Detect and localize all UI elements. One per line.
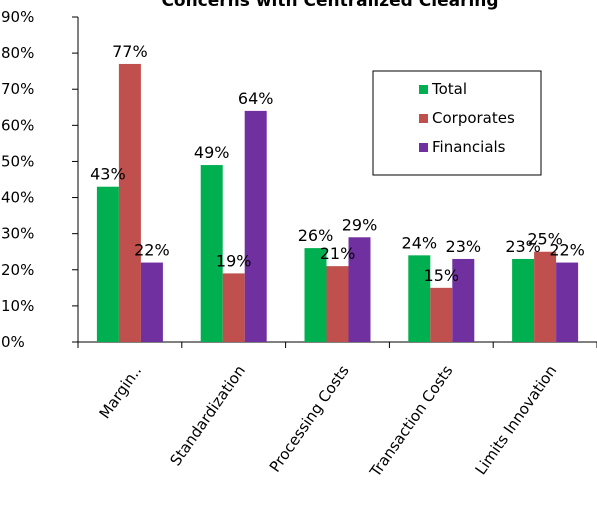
y-tick-label: 10% <box>1 297 34 315</box>
y-tick-label: 60% <box>1 116 34 134</box>
bar-financials <box>244 110 267 342</box>
bar-corporates <box>326 266 349 342</box>
legend-box <box>372 70 542 176</box>
data-label: 22% <box>134 241 170 260</box>
chart-title: Concerns with Centralized Clearing <box>161 0 498 11</box>
data-labels-group: 43%77%22%49%19%64%26%21%29%24%15%23% 23%2… <box>90 42 585 285</box>
data-label: 43% <box>90 165 126 184</box>
data-label: 25% <box>527 230 563 249</box>
legend: Total Corporates Financials <box>372 70 542 176</box>
x-category-label: Processing Costs <box>266 362 353 476</box>
y-tick-label: 90% <box>1 8 34 26</box>
bar-corporates <box>534 251 557 342</box>
bar-total <box>200 165 223 342</box>
x-category-label: Margin.. <box>96 362 146 422</box>
bar-total <box>304 248 327 342</box>
bar-corporates <box>118 63 141 342</box>
y-tick-label: 70% <box>1 80 34 98</box>
legend-label-corporates: Corporates <box>432 109 515 127</box>
y-tick-label: 0% <box>1 333 25 351</box>
bar-total <box>512 258 535 342</box>
data-label: 29% <box>342 215 378 234</box>
y-tick-label: 40% <box>1 189 34 207</box>
bar-financials <box>452 258 475 342</box>
y-tick-label: 50% <box>1 152 34 170</box>
y-axis: 0% 10% 20% 30% 40% 50% 60% 70% 80% 90% <box>1 8 79 351</box>
data-label: 15% <box>424 266 460 285</box>
data-label: 24% <box>402 233 438 252</box>
bar-financials <box>140 262 163 342</box>
y-tick-label: 80% <box>1 44 34 62</box>
x-category-label: Standardization <box>166 362 249 469</box>
legend-swatch-total <box>419 85 428 94</box>
bar-total <box>96 186 119 342</box>
legend-label-total: Total <box>431 80 467 98</box>
bar-corporates <box>222 273 245 342</box>
data-label: 26% <box>298 226 334 245</box>
data-label: 21% <box>320 244 356 263</box>
bar-financials <box>348 237 371 342</box>
data-label: 77% <box>112 42 148 61</box>
bar-corporates <box>430 287 453 342</box>
y-tick-label: 30% <box>1 225 34 243</box>
x-axis: Margin.. Standardization Processing Costs T… <box>77 341 597 481</box>
x-category-label: Limits Innovation <box>472 362 561 478</box>
bar-financials <box>556 262 579 342</box>
data-label: 49% <box>194 143 230 162</box>
bar-total <box>408 255 431 342</box>
data-label: 23% <box>446 237 482 256</box>
legend-swatch-financials <box>419 143 428 152</box>
data-label: 19% <box>216 251 252 270</box>
legend-swatch-corporates <box>419 114 428 123</box>
legend-label-financials: Financials <box>432 138 506 156</box>
data-label: 64% <box>238 89 274 108</box>
bars-group <box>96 63 579 342</box>
x-category-label: Transaction Costs <box>366 362 457 481</box>
y-tick-label: 20% <box>1 261 34 279</box>
data-label: 22% <box>549 241 585 260</box>
data-label: 23% <box>505 237 541 256</box>
